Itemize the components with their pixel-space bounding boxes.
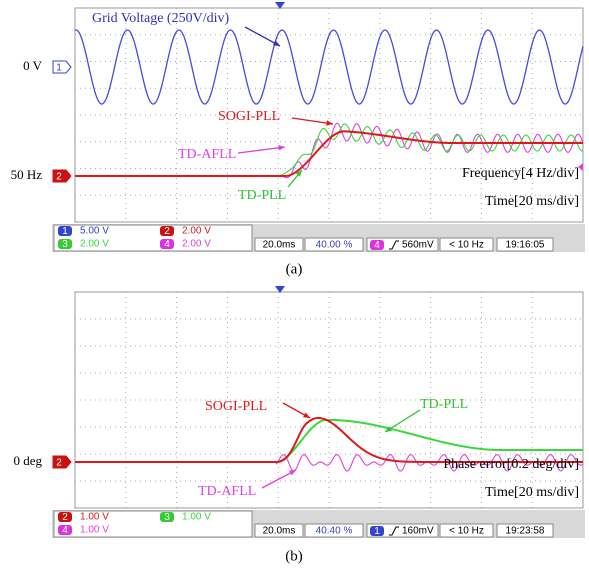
trigger-level: 160mV [402, 526, 434, 537]
status-trigger_freq: < 10 Hz [449, 240, 484, 251]
status-trigger_freq: < 10 Hz [449, 526, 484, 537]
channel-scale: 1.00 V [80, 525, 109, 536]
channel-num: 4 [164, 239, 170, 250]
channel-num: 3 [62, 239, 68, 250]
level-label: 0 deg [13, 453, 42, 468]
channel-scale: 2.00 V [182, 226, 211, 237]
channel-scale: 1.00 V [80, 512, 109, 523]
screen [75, 292, 583, 508]
channel-scale: 5.00 V [80, 226, 109, 237]
channel-scale: 2.00 V [182, 239, 211, 250]
trigger-channel: 1 [374, 526, 380, 537]
channel-num: 2 [62, 512, 68, 523]
screen [75, 8, 583, 222]
annotation: TD-PLL [238, 188, 286, 203]
status-clock: 19:23:58 [506, 526, 545, 537]
status-clock: 19:16:05 [506, 240, 545, 251]
annotation: SOGI-PLL [205, 399, 267, 414]
status-position: 40.40 % [316, 526, 353, 537]
channel-marker-label: 2 [56, 458, 62, 469]
figure: 0 V 1 50 Hz 2 Grid Voltage (250V/div) SOGI-PL… [0, 0, 589, 572]
channel-scale: 2.00 V [80, 239, 109, 250]
channel-num: 1 [62, 226, 68, 237]
trigger-level: 560mV [402, 240, 434, 251]
channel-marker-label: 1 [56, 63, 62, 74]
measure-label: Frequency[4 Hz/div] [462, 166, 579, 181]
measure-label: Phase error[0.2 deg/div] [443, 457, 579, 472]
channel-scale: 1.00 V [182, 512, 211, 523]
annotation: Grid Voltage (250V/div) [92, 11, 229, 26]
annotation: TD-AFLL [178, 147, 236, 162]
time-label: Time[20 ms/div] [485, 194, 579, 209]
level-label: 0 V [23, 58, 43, 73]
channel-num: 2 [164, 226, 170, 237]
trigger-channel: 4 [374, 240, 380, 251]
channel-num: 3 [164, 512, 170, 523]
caption: (a) [286, 261, 303, 277]
annotation: TD-AFLL [198, 484, 256, 499]
caption: (b) [285, 548, 303, 564]
status-position: 40.00 % [316, 240, 353, 251]
time-label: Time[20 ms/div] [485, 485, 579, 500]
annotation: TD-PLL [420, 397, 468, 412]
channel-marker-label: 2 [56, 172, 62, 183]
annotation: SOGI-PLL [218, 109, 280, 124]
status-timebase: 20.0ms [263, 526, 296, 537]
status-timebase: 20.0ms [263, 240, 296, 251]
level-label: 50 Hz [11, 167, 43, 182]
channel-num: 4 [62, 525, 68, 536]
